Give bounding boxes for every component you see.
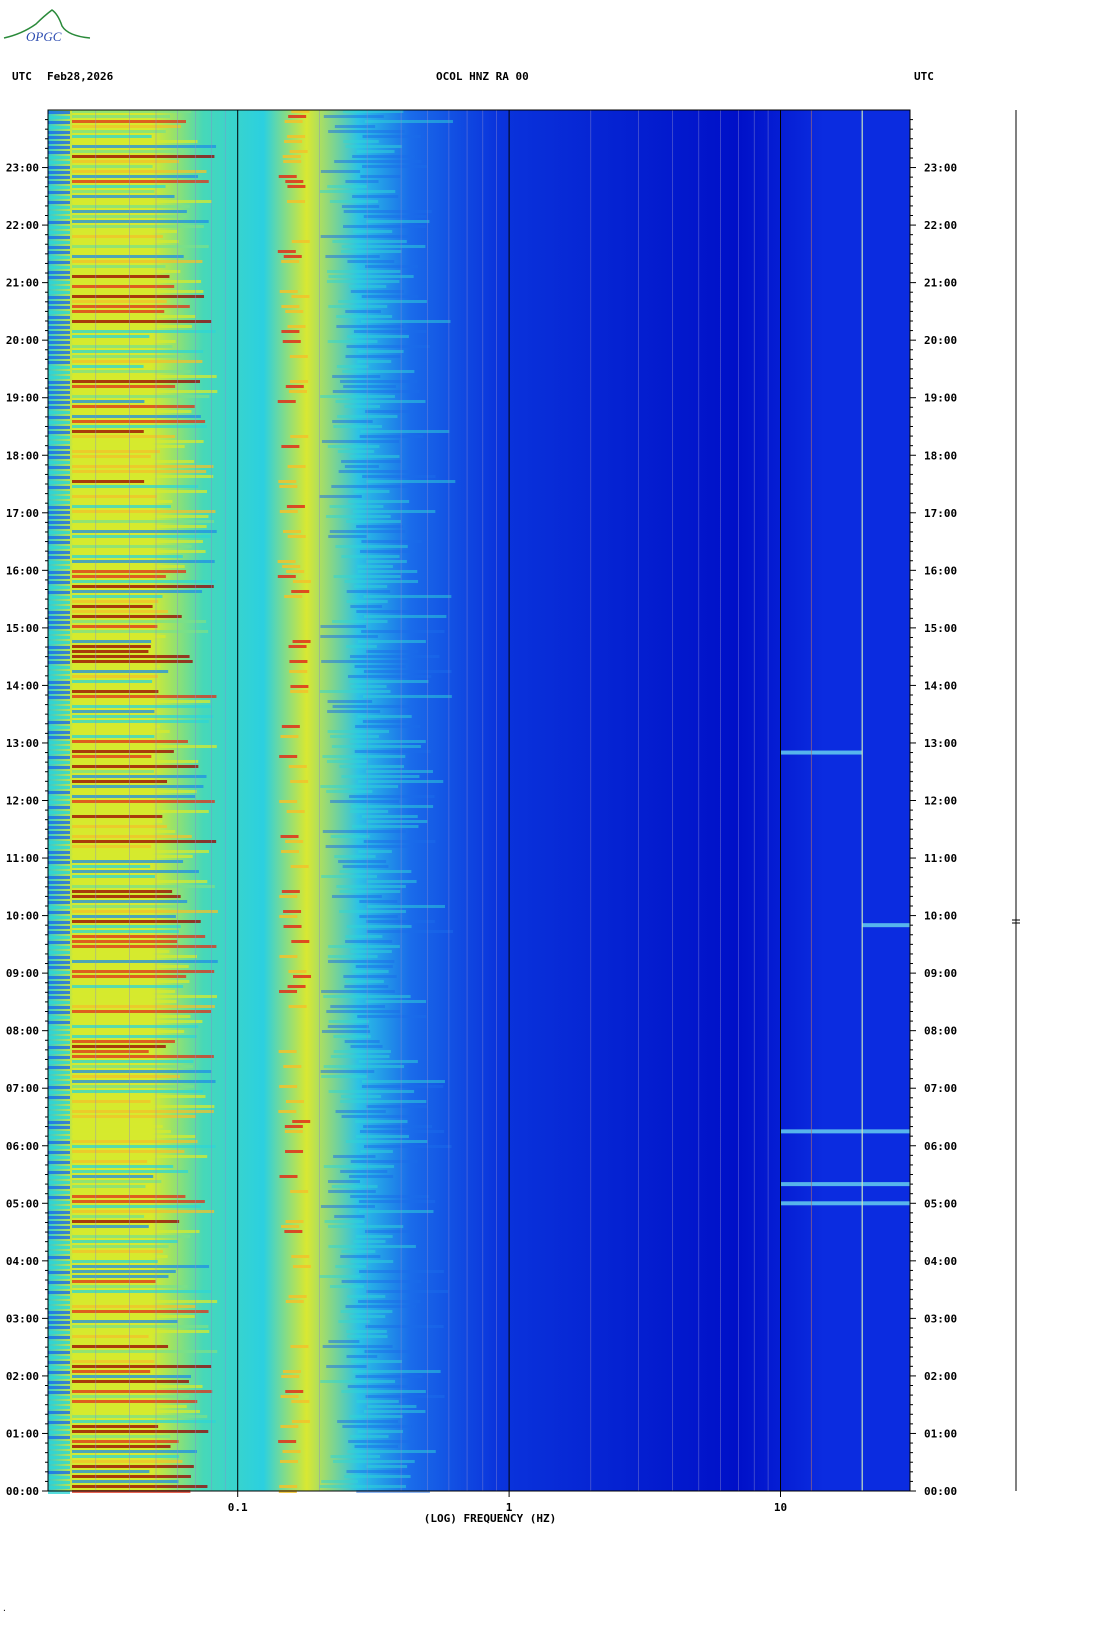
y-tick-label-right: 02:00	[924, 1370, 957, 1383]
y-tick-label-right: 20:00	[924, 334, 957, 347]
y-tick-label-left: 16:00	[6, 564, 39, 577]
event-streak-3	[862, 923, 910, 928]
y-tick-label-right: 17:00	[924, 507, 957, 520]
y-tick-label-right: 05:00	[924, 1197, 957, 1210]
plot-area	[48, 110, 911, 1494]
logo-text: OPGC	[26, 29, 62, 44]
y-tick-label-right: 00:00	[924, 1485, 957, 1498]
y-tick-label-right: 10:00	[924, 910, 957, 923]
y-tick-label-left: 12:00	[6, 795, 39, 808]
y-tick-label-left: 03:00	[6, 1312, 39, 1325]
y-tick-label-right: 12:00	[924, 795, 957, 808]
y-tick-label-left: 18:00	[6, 449, 39, 462]
axes: 00:00 00:00 01:00 01:00 02:00 02:00 03:00 03:00…	[6, 109, 1020, 1525]
y-tick-label-left: 09:00	[6, 967, 39, 980]
y-tick-label-right: 21:00	[924, 277, 957, 290]
y-tick-label-left: 20:00	[6, 334, 39, 347]
y-tick-label-right: 08:00	[924, 1025, 957, 1038]
header-date: Feb28,2026	[47, 70, 114, 83]
header-left-label: UTC	[12, 70, 32, 83]
event-streaks	[780, 750, 910, 1206]
y-tick-label-right: 22:00	[924, 219, 957, 232]
y-tick-label-right: 03:00	[924, 1312, 957, 1325]
y-tick-label-left: 11:00	[6, 852, 39, 865]
y-tick-label-left: 07:00	[6, 1082, 39, 1095]
y-tick-label-left: 04:00	[6, 1255, 39, 1268]
y-tick-label-right: 19:00	[924, 392, 957, 405]
y-tick-label-left: 06:00	[6, 1140, 39, 1153]
spectral-noise-bands	[48, 110, 456, 1494]
y-tick-label-left: 14:00	[6, 679, 39, 692]
x-axis-label: (LOG) FREQUENCY (HZ)	[424, 1512, 556, 1525]
y-tick-label-right: 06:00	[924, 1140, 957, 1153]
event-streak-4	[780, 750, 863, 755]
y-tick-label-left: 10:00	[6, 910, 39, 923]
header-station: OCOL HNZ RA 00	[436, 70, 529, 83]
y-tick-label-right: 01:00	[924, 1427, 957, 1440]
y-tick-label-right: 04:00	[924, 1255, 957, 1268]
y-tick-label-right: 11:00	[924, 852, 957, 865]
event-streak-1	[780, 1182, 910, 1187]
y-tick-label-left: 17:00	[6, 507, 39, 520]
y-tick-label-left: 01:00	[6, 1427, 39, 1440]
header-right-label: UTC	[914, 70, 934, 83]
y-tick-label-left: 13:00	[6, 737, 39, 750]
y-tick-label-left: 22:00	[6, 219, 39, 232]
x-tick-label: 10	[774, 1501, 787, 1514]
y-tick-label-right: 16:00	[924, 564, 957, 577]
x-tick-label: 1	[506, 1501, 513, 1514]
y-tick-label-right: 09:00	[924, 967, 957, 980]
y-tick-label-left: 15:00	[6, 622, 39, 635]
x-tick-label: 0.1	[228, 1501, 248, 1514]
y-tick-label-left: 19:00	[6, 392, 39, 405]
y-tick-label-right: 14:00	[924, 679, 957, 692]
y-tick-label-left: 23:00	[6, 162, 39, 175]
y-tick-label-right: 13:00	[924, 737, 957, 750]
y-tick-label-left: 21:00	[6, 277, 39, 290]
y-tick-label-left: 02:00	[6, 1370, 39, 1383]
y-tick-label-left: 05:00	[6, 1197, 39, 1210]
y-tick-label-right: 15:00	[924, 622, 957, 635]
y-tick-label-left: 08:00	[6, 1025, 39, 1038]
y-tick-label-left: 00:00	[6, 1485, 39, 1498]
y-tick-label-right: 07:00	[924, 1082, 957, 1095]
event-streak-2	[780, 1129, 910, 1134]
event-streak-0	[780, 1201, 910, 1206]
y-tick-label-right: 23:00	[924, 162, 957, 175]
y-tick-label-right: 18:00	[924, 449, 957, 462]
opgc-logo: OPGC	[2, 4, 92, 50]
frequency-gridlines	[95, 110, 911, 1491]
